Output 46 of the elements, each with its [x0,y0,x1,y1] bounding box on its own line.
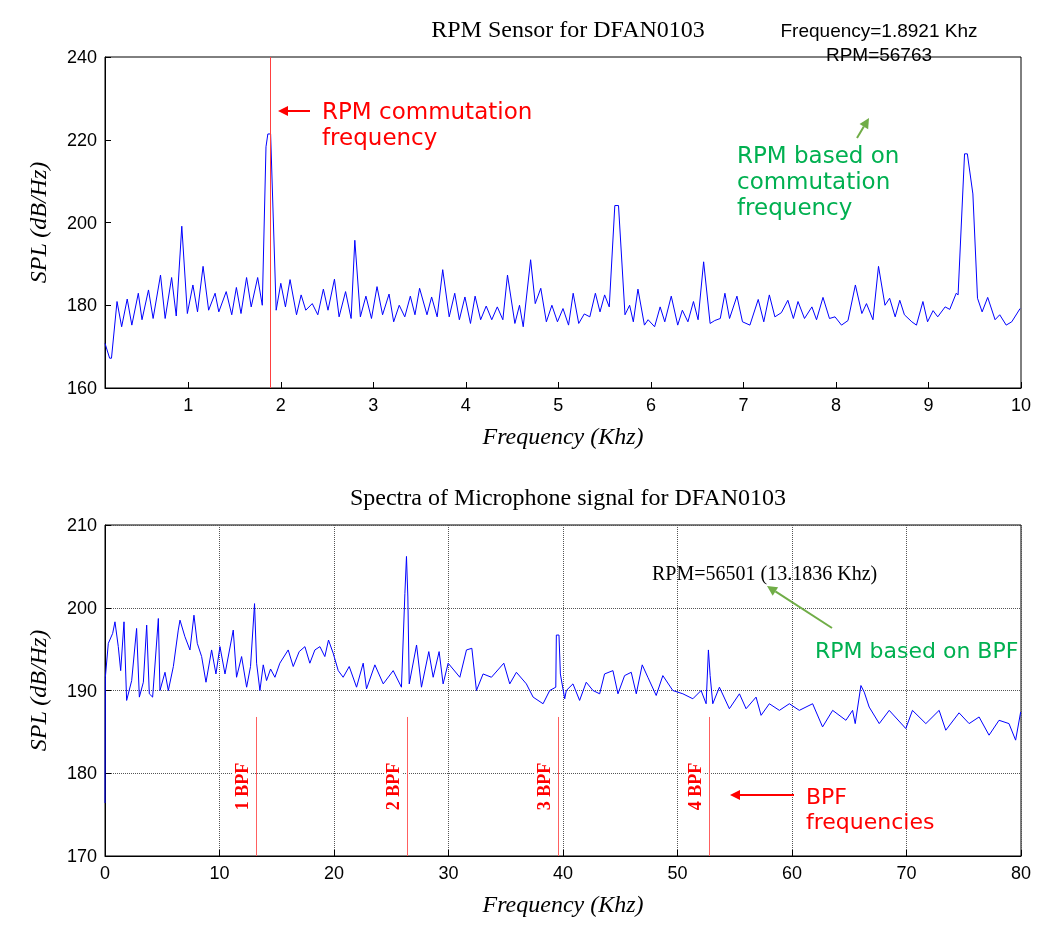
text: Frequency=1.8921 Khz [779,20,979,42]
ref-line-label: 2 BPF [382,762,403,811]
y-tick-label: 180 [66,295,97,316]
x-tick-label: 60 [781,863,803,883]
y-tick-label: 200 [66,597,97,618]
annotation: RPM=56501 (13.1836 Khz) [652,562,879,585]
y-tick-label: 160 [66,378,97,398]
x-tick-label: 9 [923,395,934,415]
annotation: BPF frequencies [806,784,936,834]
x-tick-label: 10 [209,863,230,883]
y-tick-label: 240 [66,47,97,67]
x-tick-label: 40 [552,863,574,883]
y-tick-label: 200 [66,212,97,233]
y-axis-title: SPL (dB/Hz) [25,629,51,752]
ref-line-label: 1 BPF [231,762,252,811]
annotation: RPM based on BPF [815,638,1020,663]
x-tick-label: 2 [275,395,286,415]
x-axis-title: Frequency (Khz) [481,891,644,917]
y-tick-label: 210 [66,515,97,535]
x-tick-label: 1 [183,395,194,415]
ref-line-label: 3 BPF [533,762,554,811]
annotation: RPM based on commutation frequency [737,142,901,220]
annotation: RPM=56763 [824,44,934,66]
x-tick-label: 8 [830,395,841,415]
y-tick-label: 190 [66,680,97,701]
x-tick-label: 30 [438,863,459,883]
y-tick-label: 180 [66,763,97,784]
y-axis-title: SPL (dB/Hz) [25,161,51,284]
x-tick-label: 50 [667,863,688,883]
x-tick-label: 80 [1010,863,1032,883]
x-tick-label: 6 [645,395,656,415]
x-tick-label: 4 [460,395,471,415]
x-tick-label: 70 [896,863,917,883]
x-tick-label: 10 [1010,395,1032,415]
chart-title: Spectra of Microphone signal for DFAN0103 [349,484,787,510]
x-axis-title: Frequency (Khz) [481,423,644,449]
x-tick-label: 7 [738,395,749,415]
x-tick-label: 3 [368,395,379,415]
y-tick-label: 220 [66,129,97,150]
y-tick-label: 170 [66,846,97,866]
annotation: RPM commutation frequency [322,98,534,150]
x-tick-label: 5 [553,395,564,415]
chart-title: RPM Sensor for DFAN0103 [431,16,705,42]
x-tick-label: 20 [323,863,345,883]
ref-line-label: 4 BPF [684,762,705,811]
x-tick-label: 0 [99,863,111,883]
